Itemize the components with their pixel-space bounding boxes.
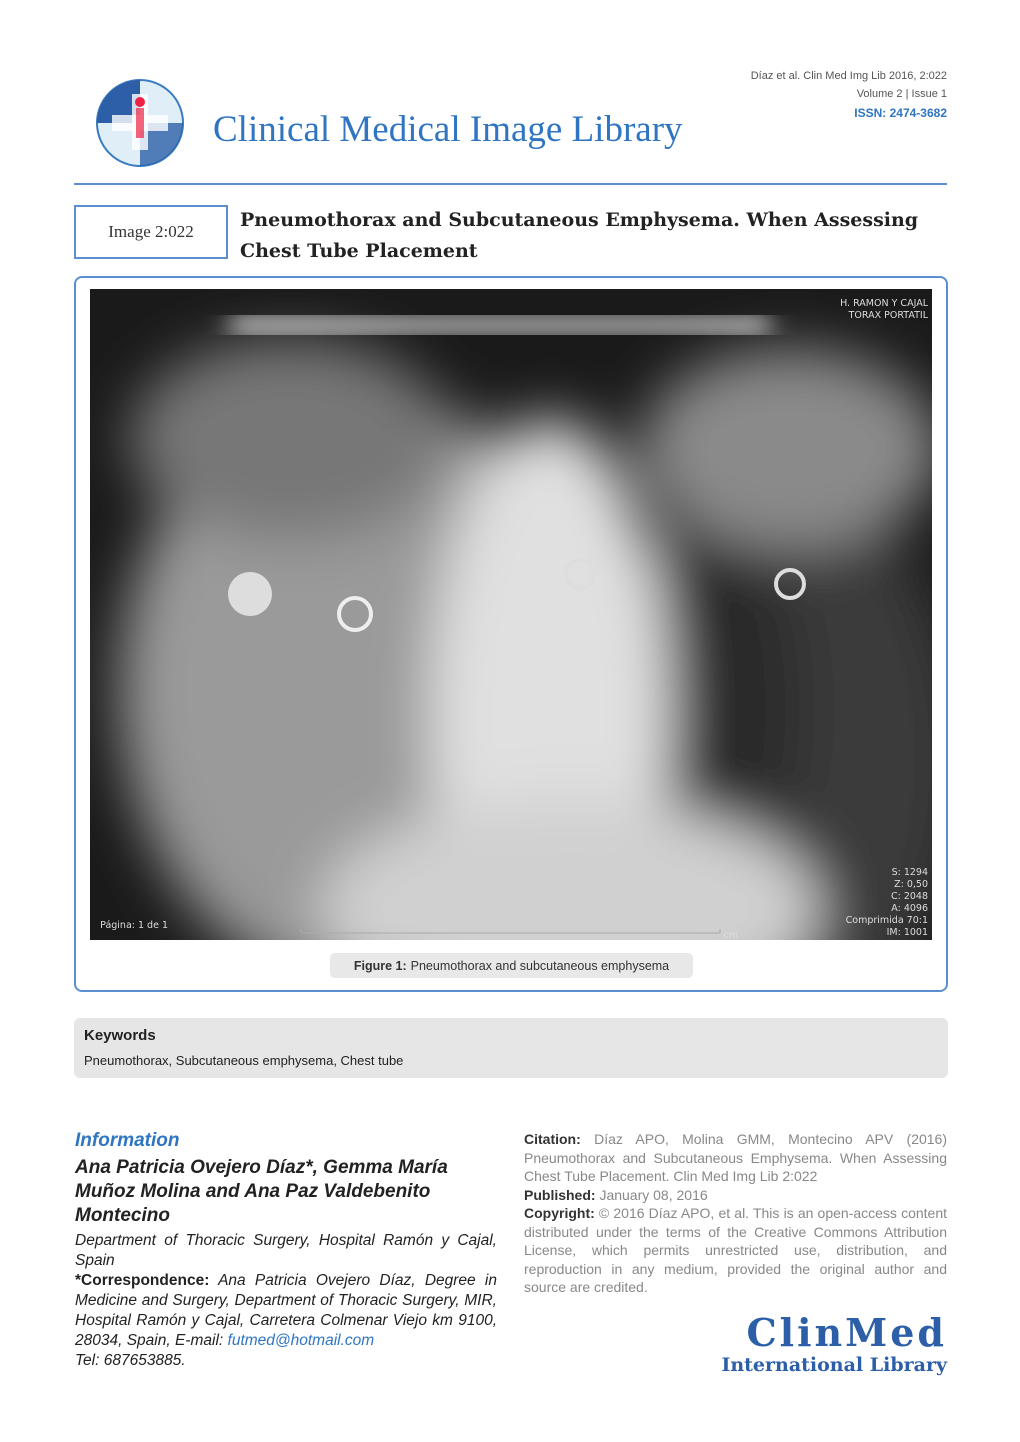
- tel: Tel: 687653885.: [75, 1352, 186, 1369]
- copyright: Copyright: © 2016 Díaz APO, et al. This …: [524, 1204, 947, 1297]
- xray-overlay: C: 2048: [891, 891, 928, 902]
- article-title: Pneumothorax and Subcutaneous Emphysema.…: [240, 209, 919, 262]
- publisher-name: ClinMed: [746, 1310, 947, 1355]
- citation-label: Citation:: [524, 1131, 581, 1147]
- issn: ISSN: 2474-3682: [854, 106, 947, 120]
- header-rule: [74, 183, 947, 185]
- citation-text: Díaz APO, Molina GMM, Montecino APV (201…: [524, 1131, 947, 1184]
- xray-overlay: cm: [724, 930, 738, 940]
- figure-caption: Figure 1: Pneumothorax and subcutaneous …: [330, 953, 693, 978]
- xray-overlay: Página: 1 de 1: [100, 920, 168, 931]
- affiliation: Department of Thoracic Surgery, Hospital…: [75, 1232, 497, 1269]
- keywords-heading: Keywords: [84, 1027, 156, 1044]
- details: Citation: Díaz APO, Molina GMM, Montecin…: [524, 1130, 947, 1297]
- published-label: Published:: [524, 1186, 596, 1203]
- info-heading: Information: [75, 1130, 180, 1151]
- xray-overlay: A: 4096: [891, 903, 928, 914]
- keywords-box: Keywords Pneumothorax, Subcutaneous emph…: [74, 1018, 948, 1078]
- citation-line: Díaz et al. Clin Med Img Lib 2016, 2:022: [750, 70, 947, 82]
- publisher-subtitle: International Library: [721, 1354, 947, 1376]
- authors: Ana Patricia Ovejero Díaz*, Gemma María …: [75, 1157, 448, 1226]
- xray-image: H. RAMON Y CAJAL TORAX PORTATIL S: 1294 …: [90, 289, 932, 940]
- email[interactable]: futmed@hotmail.com: [227, 1332, 375, 1349]
- journal-logo: [96, 79, 184, 167]
- xray-overlay: TORAX PORTATIL: [848, 310, 929, 321]
- copyright-label: Copyright:: [524, 1205, 595, 1221]
- keywords-text: Pneumothorax, Subcutaneous emphysema, Ch…: [84, 1053, 404, 1068]
- figure-box: [74, 276, 948, 992]
- published: Published: January 08, 2016: [524, 1186, 947, 1205]
- journal-title: Clinical Medical Image Library: [213, 109, 683, 150]
- volume-issue: Volume 2 | Issue 1: [856, 88, 947, 100]
- image-label: Image 2:022: [74, 205, 228, 259]
- xray-overlay: Comprimida 70:1: [846, 915, 928, 926]
- caption-label: Figure 1:: [353, 958, 407, 973]
- publisher-logo: ClinMed International Library: [721, 1310, 947, 1377]
- published-text: January 08, 2016: [599, 1186, 708, 1203]
- citation: Citation: Díaz APO, Molina GMM, Montecin…: [524, 1130, 947, 1186]
- xray-overlay: Z: 0,50: [894, 879, 928, 890]
- caption-text: Pneumothorax and subcutaneous emphysema: [410, 958, 670, 973]
- copyright-text: © 2016 Díaz APO, et al. This is an open-…: [524, 1205, 948, 1295]
- correspondence-label: *Correspondence:: [75, 1272, 210, 1289]
- xray-overlay: S: 1294: [892, 867, 928, 878]
- xray-overlay: H. RAMON Y CAJAL: [840, 298, 929, 309]
- xray-overlay: IM: 1001: [887, 927, 928, 938]
- information: Information Ana Patricia Ovejero Díaz*, …: [75, 1130, 497, 1371]
- correspondence: *Correspondence: Ana Patricia Ovejero Dí…: [75, 1271, 497, 1351]
- correspondence-text: Ana Patricia Ovejero Díaz, Degree in Med…: [75, 1272, 497, 1349]
